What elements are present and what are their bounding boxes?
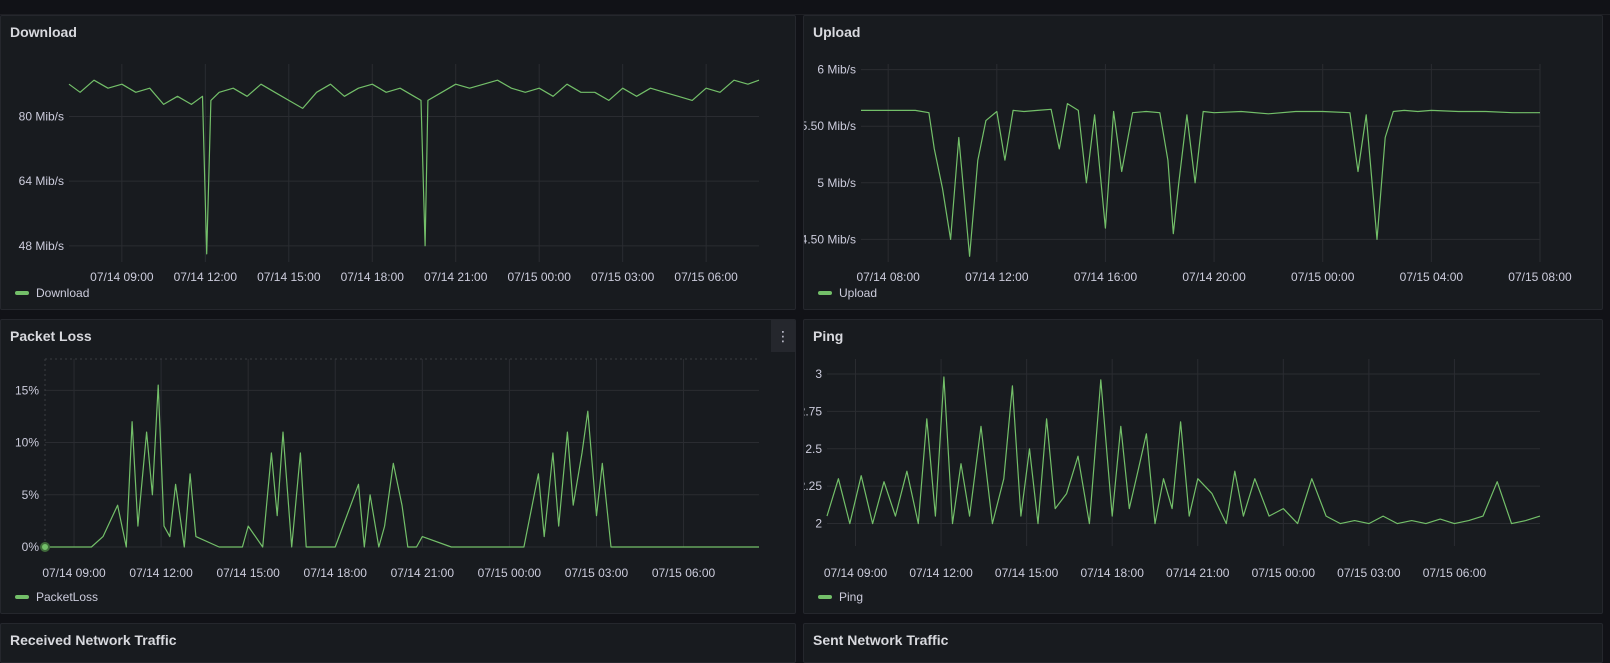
series-point <box>40 542 50 552</box>
sent-traffic-panel: Sent Network Traffic <box>803 623 1603 663</box>
legend-label: Upload <box>839 286 878 300</box>
y-tick-label: 48 Mib/s <box>19 239 64 253</box>
x-tick-label: 07/14 12:00 <box>965 270 1029 284</box>
y-tick-label: 2.5 <box>805 442 822 456</box>
y-tick-label: 2.25 <box>804 479 822 493</box>
kebab-menu-icon[interactable]: ⋮ <box>771 320 795 352</box>
series-line-upload <box>861 102 1540 257</box>
legend[interactable]: Upload <box>818 286 877 300</box>
series-line-download <box>68 79 760 255</box>
x-tick-label: 07/14 09:00 <box>42 566 106 580</box>
x-tick-label: 07/14 20:00 <box>1182 270 1246 284</box>
y-tick-label: 0% <box>22 540 40 554</box>
y-tick-label: 6 Mib/s <box>817 63 856 77</box>
upload-chart[interactable]: 07/14 08:00 07/14 12:00 07/14 16:00 07/14 2… <box>804 16 1603 310</box>
ping-chart[interactable]: 07/14 09:00 07/14 12:00 07/14 15:00 07/14 1… <box>804 320 1603 614</box>
x-tick-label: 07/14 18:00 <box>341 270 405 284</box>
x-tick-label: 07/14 16:00 <box>1074 270 1138 284</box>
packet-loss-chart[interactable]: 07/14 09:00 07/14 12:00 07/14 15:00 07/14 1… <box>1 320 796 614</box>
x-tick-label: 07/15 00:00 <box>478 566 542 580</box>
panel-title[interactable]: Download <box>10 24 77 40</box>
download-panel: Download 07/14 09:00 07/14 12:00 07/14 15:… <box>0 15 796 310</box>
y-tick-label: 15% <box>15 383 39 397</box>
x-tick-label: 07/14 15:00 <box>216 566 280 580</box>
x-tick-label: 07/15 00:00 <box>1252 566 1316 580</box>
y-tick-label: 5 Mib/s <box>817 176 856 190</box>
x-tick-label: 07/14 09:00 <box>90 270 154 284</box>
y-tick-label: 80 Mib/s <box>19 110 64 124</box>
x-tick-label: 07/15 06:00 <box>652 566 716 580</box>
y-tick-label: 64 Mib/s <box>19 174 64 188</box>
panel-title[interactable]: Ping <box>813 328 844 344</box>
x-tick-label: 07/14 12:00 <box>909 566 973 580</box>
x-tick-label: 07/14 12:00 <box>174 270 238 284</box>
x-tick-label: 07/15 03:00 <box>591 270 655 284</box>
series-line-ping <box>826 376 1541 525</box>
panel-title[interactable]: Received Network Traffic <box>10 632 177 648</box>
top-bar <box>0 0 1610 15</box>
series-line-packetloss <box>45 384 759 548</box>
download-chart[interactable]: 07/14 09:00 07/14 12:00 07/14 15:00 07/14 1… <box>1 16 796 310</box>
legend-label: Download <box>36 286 90 300</box>
x-tick-label: 07/15 04:00 <box>1400 270 1464 284</box>
legend-label: Ping <box>839 590 864 604</box>
x-tick-label: 07/14 18:00 <box>304 566 368 580</box>
legend-swatch <box>15 595 29 599</box>
x-tick-label: 07/14 08:00 <box>856 270 920 284</box>
y-tick-label: 2 <box>815 517 822 531</box>
ping-panel: Ping 07/14 09:00 07/14 12:00 07/14 15:00 07… <box>803 319 1603 614</box>
panel-title[interactable]: Sent Network Traffic <box>813 632 949 648</box>
y-tick-label: 4.50 Mib/s <box>804 232 856 246</box>
x-tick-label: 07/15 03:00 <box>565 566 629 580</box>
x-tick-label: 07/14 15:00 <box>257 270 321 284</box>
x-tick-label: 07/15 06:00 <box>674 270 738 284</box>
x-tick-label: 07/15 08:00 <box>1508 270 1572 284</box>
legend[interactable]: Download <box>15 286 89 300</box>
x-tick-label: 07/14 21:00 <box>424 270 488 284</box>
upload-panel: Upload 07/14 08:00 07/14 12:00 07/14 16:00… <box>803 15 1603 310</box>
x-tick-label: 07/14 18:00 <box>1080 566 1144 580</box>
y-tick-label: 3 <box>815 367 822 381</box>
y-tick-label: 10% <box>15 436 39 450</box>
y-tick-label: 5.50 Mib/s <box>804 119 856 133</box>
received-traffic-panel: Received Network Traffic <box>0 623 796 663</box>
legend[interactable]: Ping <box>818 590 863 604</box>
legend-swatch <box>818 595 832 599</box>
x-tick-label: 07/14 12:00 <box>129 566 193 580</box>
y-tick-label: 2.75 <box>804 404 822 418</box>
x-tick-label: 07/14 09:00 <box>824 566 888 580</box>
y-tick-label: 5% <box>22 488 40 502</box>
legend-swatch <box>818 291 832 295</box>
x-tick-label: 07/15 00:00 <box>1291 270 1355 284</box>
x-tick-label: 07/14 15:00 <box>995 566 1059 580</box>
legend[interactable]: PacketLoss <box>15 590 98 604</box>
x-tick-label: 07/15 03:00 <box>1337 566 1401 580</box>
x-tick-label: 07/15 00:00 <box>507 270 571 284</box>
x-tick-label: 07/14 21:00 <box>1166 566 1230 580</box>
legend-label: PacketLoss <box>36 590 99 604</box>
panel-title[interactable]: Packet Loss <box>10 328 92 344</box>
x-tick-label: 07/14 21:00 <box>391 566 455 580</box>
packet-loss-panel: Packet Loss ⋮ 07/14 09:00 07/14 12:00 07/1… <box>0 319 796 614</box>
panel-title[interactable]: Upload <box>813 24 861 40</box>
x-tick-label: 07/15 06:00 <box>1423 566 1487 580</box>
legend-swatch <box>15 291 29 295</box>
